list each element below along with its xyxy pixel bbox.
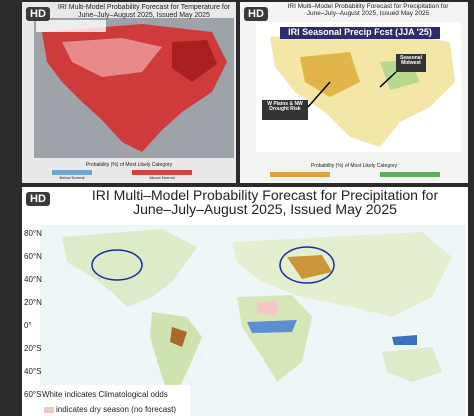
dry-area [300, 52, 360, 97]
temperature-map [34, 18, 234, 175]
latitude-label: 40°N [24, 275, 42, 284]
legend-box [40, 385, 190, 416]
callout-box [262, 100, 308, 120]
colorbar-label: Probability (%) of Most Likely Category [310, 163, 398, 169]
legend-text: White indicates Climatological odds [42, 390, 168, 399]
wet-area [247, 320, 297, 333]
latitude-label: 20°S [24, 344, 42, 353]
legend-swatch [44, 407, 54, 413]
legend-box [36, 20, 106, 32]
dry-area [170, 327, 187, 347]
legend-above: Above Normal [149, 175, 175, 180]
arrow [307, 81, 331, 108]
title: IRI Multi–Model Probability Forecast for… [91, 187, 439, 203]
title: IRI Multi-Model Probability Forecast for… [57, 4, 231, 11]
banner [280, 27, 440, 39]
latitude-label: 0° [24, 321, 32, 330]
colorbar-below [270, 172, 330, 177]
subtitle: June–July–August 2025, Issued May 2025 [133, 201, 397, 217]
callout-box [396, 54, 426, 72]
colorbar-above [132, 170, 192, 175]
temperature-card[interactable]: HD IRI Multi-Model Probability Forecast … [22, 2, 236, 183]
colorbar-above [380, 172, 440, 177]
dry-area [287, 255, 332, 279]
precip-card[interactable]: HD IRI Multi–Model Probability Forecast … [240, 2, 468, 183]
north-america [62, 229, 197, 307]
hd-badge: HD [26, 7, 50, 21]
latitude-label: 60°N [24, 252, 42, 261]
wet-area [392, 335, 417, 345]
colorbar-label: Probability (%) of Most Likely Category [85, 162, 173, 168]
highlight-ring [91, 249, 143, 281]
australia [382, 347, 442, 382]
land-light [62, 38, 162, 77]
legend-text: indicates dry season (no forecast) [56, 405, 177, 414]
title: IRI Multi–Model Probability Forecast for… [287, 3, 449, 10]
arrow [379, 71, 397, 88]
subtitle: June–July–August 2025, Issued May 2025 [306, 10, 430, 17]
callout-text: W Plains & NW Drought Risk [267, 101, 303, 113]
banner-text: IRI Seasonal Precip Fcst (JJA '25) [288, 27, 432, 37]
dry-season-area [257, 301, 277, 315]
latitude-label: 60°S [24, 390, 42, 399]
colorbar-below [52, 170, 92, 175]
hd-badge: HD [244, 7, 268, 21]
subtitle: June–July–August 2025, Issued May 2025 [78, 12, 210, 19]
highlight-ring [279, 246, 335, 284]
latitude-label: 40°S [24, 367, 42, 376]
precip-map [256, 22, 461, 177]
global-precip-card[interactable]: HD IRI Multi–Model Probability Forecast … [22, 187, 468, 416]
africa [237, 295, 312, 382]
latitude-label: 20°N [24, 298, 42, 307]
latitude-label: 80°N [24, 229, 42, 238]
legend-below: Below Normal [59, 175, 85, 180]
south-america [150, 312, 202, 402]
hd-badge: HD [26, 192, 50, 206]
global-map [40, 225, 466, 416]
land-dark [172, 40, 217, 82]
callout-text: Seasonal Midwest [400, 55, 422, 67]
